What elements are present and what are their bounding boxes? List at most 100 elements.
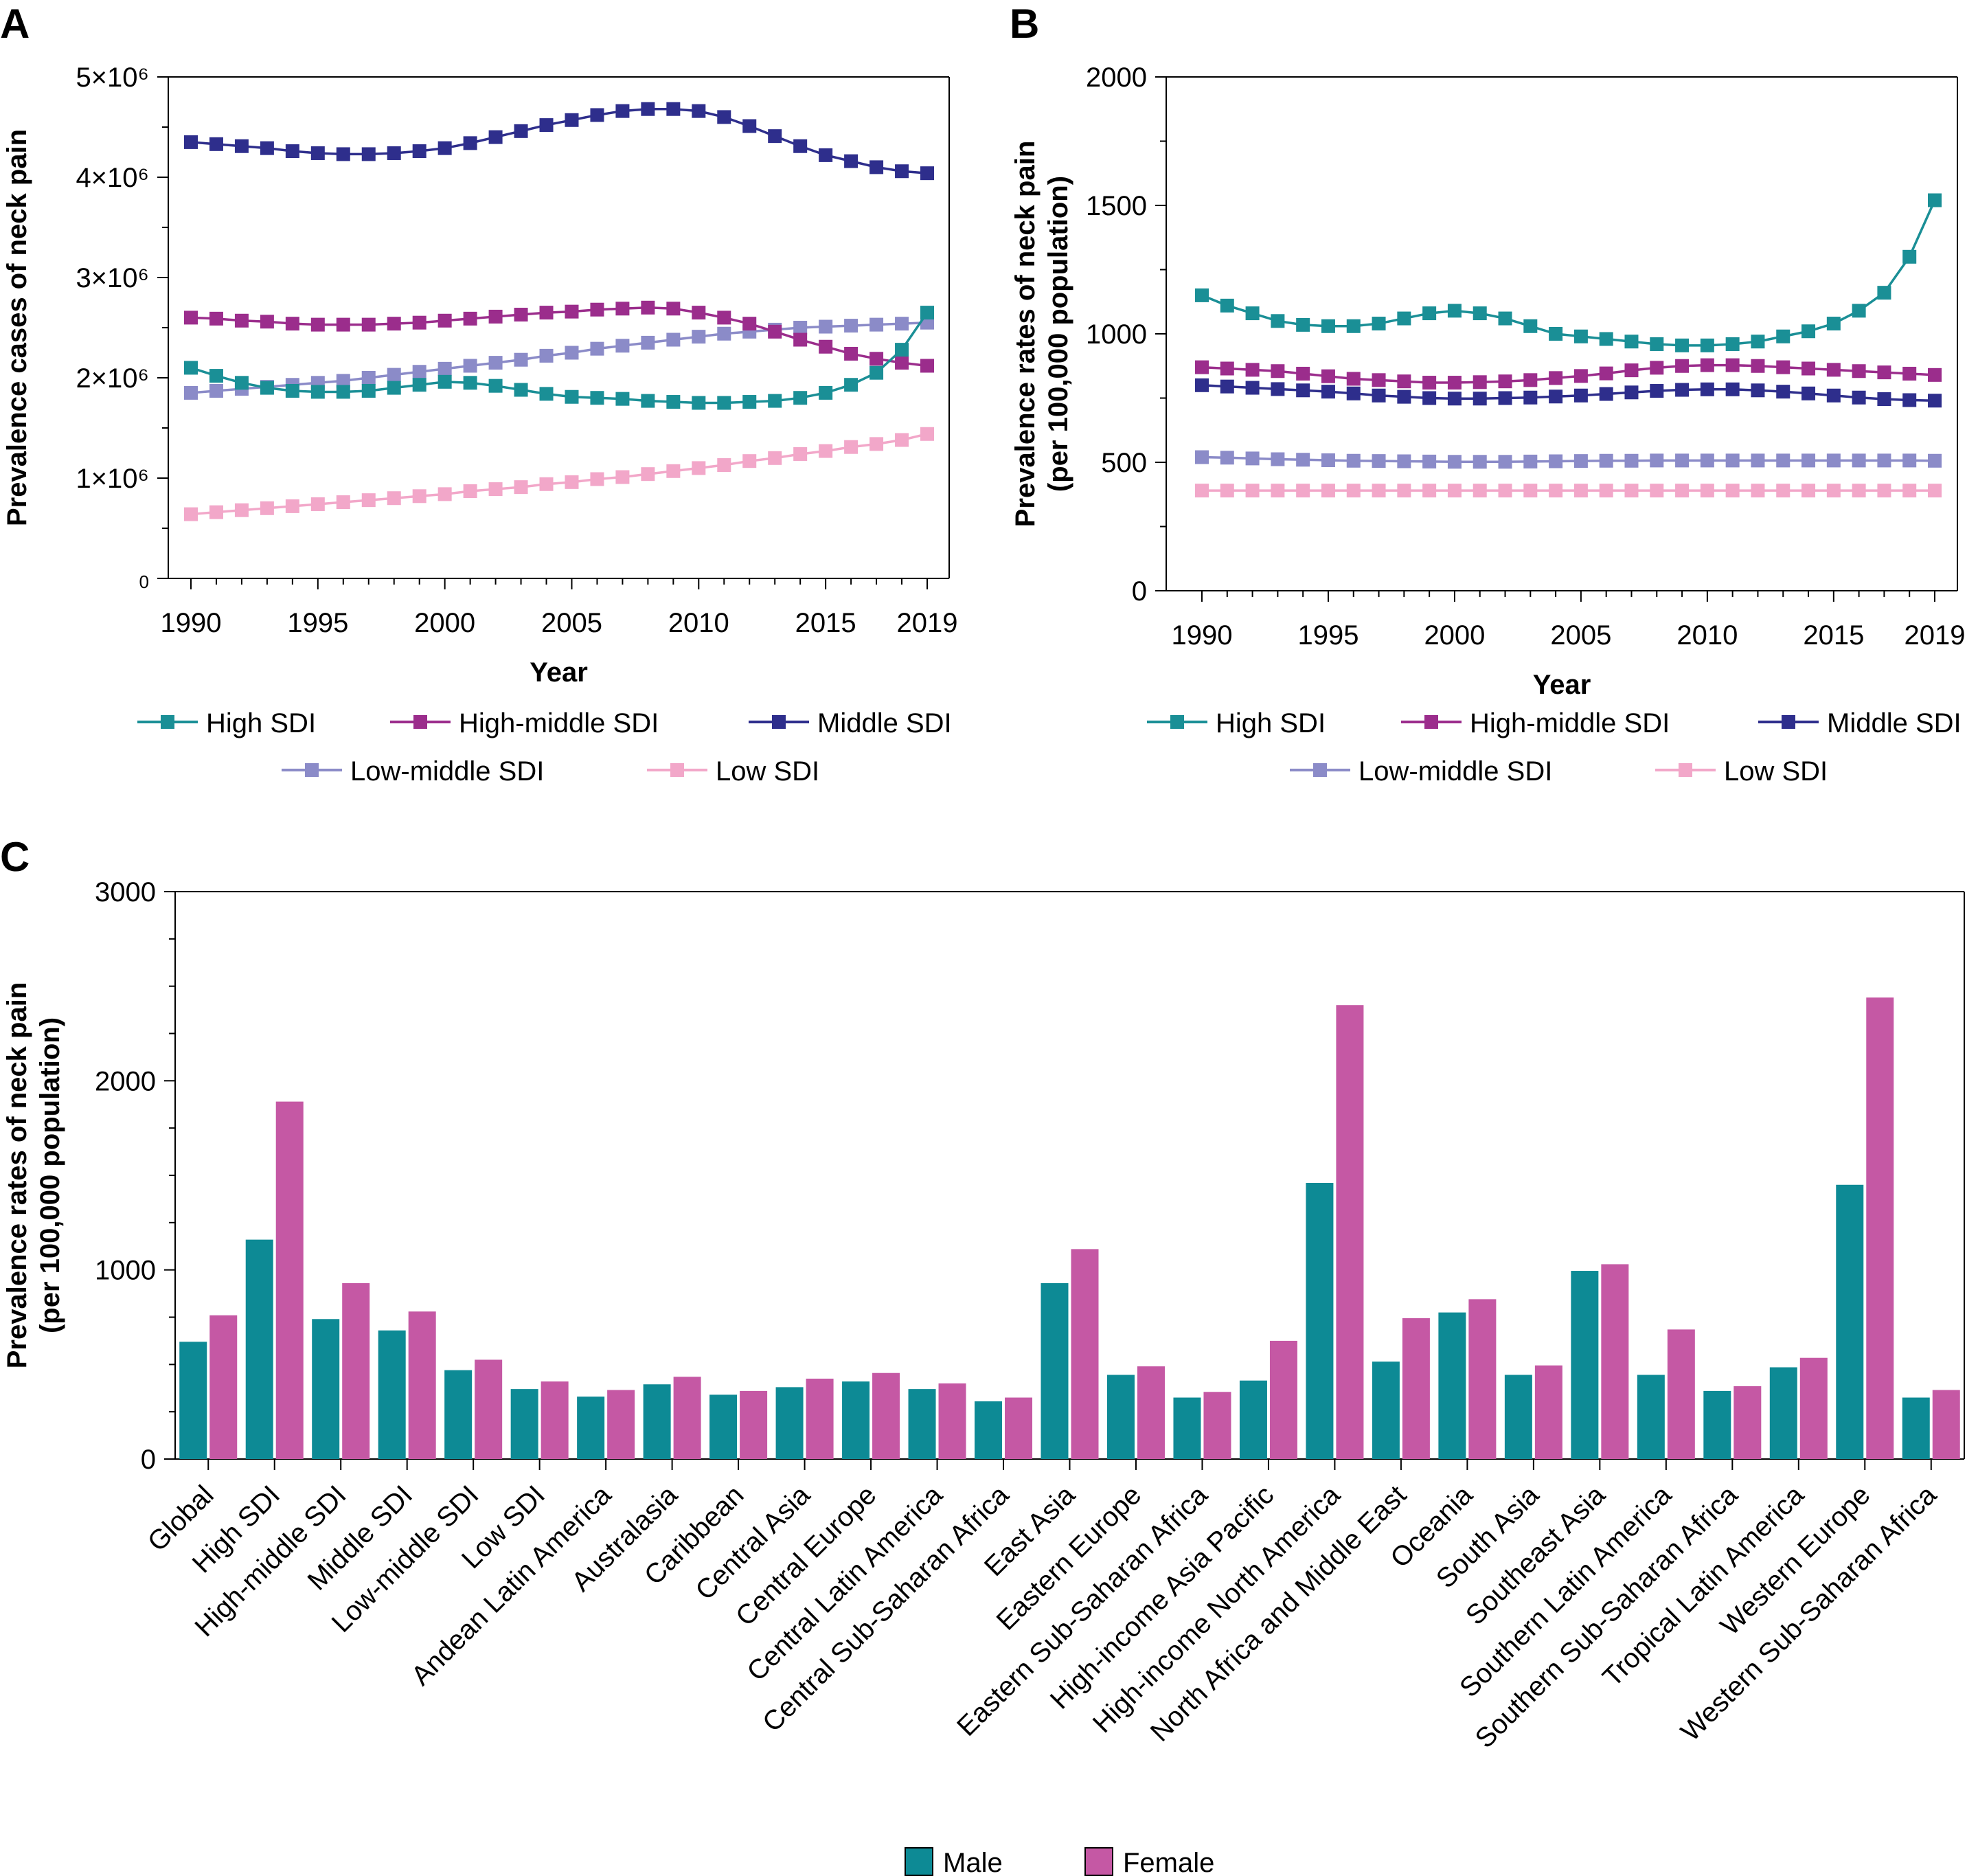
bar-male	[1504, 1375, 1532, 1459]
data-point	[1296, 484, 1310, 498]
legend-swatch-marker	[1782, 715, 1795, 729]
data-point	[1498, 455, 1512, 469]
data-point	[285, 144, 299, 159]
legend-swatch	[1084, 1847, 1113, 1876]
data-point	[895, 317, 909, 331]
data-point	[1700, 484, 1714, 498]
data-point	[1296, 383, 1310, 398]
y-tick-label: 0	[139, 572, 149, 592]
data-point	[488, 356, 503, 370]
data-point	[1220, 298, 1234, 313]
data-point	[895, 356, 909, 370]
data-point	[488, 482, 503, 497]
data-point	[488, 309, 503, 324]
series-middle-sdi	[1195, 378, 1942, 408]
bar-female	[872, 1372, 900, 1459]
data-point	[1801, 484, 1816, 498]
data-point	[1902, 453, 1917, 468]
data-point	[1549, 389, 1563, 404]
y-tick-label: 1000	[95, 1256, 156, 1286]
data-point	[1700, 382, 1714, 396]
legend-item: High SDI	[137, 708, 316, 738]
data-point	[1826, 317, 1841, 331]
series-line	[1201, 384, 1935, 402]
data-point	[1271, 484, 1285, 498]
data-point	[260, 501, 274, 515]
data-point	[1624, 453, 1639, 468]
data-point	[1321, 319, 1335, 333]
data-point	[1776, 385, 1791, 399]
data-point	[869, 365, 884, 380]
data-point	[768, 129, 782, 144]
data-point	[1624, 385, 1639, 400]
y-axis-title: Prevalence cases of neck pain	[2, 129, 32, 526]
data-point	[1473, 306, 1487, 321]
bar-male	[1902, 1397, 1930, 1459]
data-point	[437, 141, 452, 155]
data-point	[615, 339, 630, 353]
data-point	[463, 376, 477, 390]
data-point	[1321, 385, 1335, 399]
data-point	[1826, 484, 1841, 498]
data-point	[1372, 454, 1386, 468]
data-point	[1271, 382, 1285, 396]
data-point	[1346, 453, 1361, 468]
data-point	[1422, 376, 1437, 390]
data-point	[1195, 484, 1209, 498]
data-point	[666, 395, 681, 409]
data-point	[869, 352, 884, 366]
data-point	[260, 381, 274, 395]
bar-female	[1799, 1357, 1828, 1459]
bar-male	[1769, 1367, 1797, 1459]
legend-label: Female	[1123, 1848, 1214, 1876]
data-point	[565, 389, 579, 404]
data-point	[615, 470, 630, 484]
bar-female	[607, 1390, 635, 1459]
bar-female	[1071, 1249, 1099, 1459]
data-point	[666, 302, 681, 316]
bar-female	[1269, 1340, 1297, 1459]
data-point	[1573, 484, 1588, 498]
bar-female	[1402, 1318, 1430, 1459]
data-point	[1523, 319, 1538, 333]
data-point	[1650, 484, 1664, 498]
data-point	[1700, 358, 1714, 372]
bar-male	[1637, 1375, 1665, 1459]
data-point	[387, 381, 401, 395]
data-point	[1675, 484, 1690, 498]
data-point	[1751, 453, 1765, 468]
x-tick-label: 2005	[1550, 620, 1611, 651]
data-point	[336, 317, 350, 332]
legend-swatch	[905, 1847, 933, 1876]
data-point	[1650, 337, 1664, 351]
data-point	[1422, 484, 1437, 498]
data-point	[1776, 453, 1791, 468]
legend-item: Low SDI	[647, 756, 819, 787]
x-tick-label: 2005	[541, 608, 602, 638]
series-high-middle-sdi	[1195, 358, 1942, 390]
data-point	[1902, 393, 1917, 407]
data-point	[1549, 484, 1563, 498]
legend-item: Female	[1084, 1847, 1214, 1876]
data-point	[1725, 382, 1740, 396]
data-point	[565, 475, 579, 489]
data-point	[1245, 363, 1260, 377]
legend-item: High SDI	[1147, 708, 1326, 738]
data-point	[209, 137, 223, 151]
bar-female	[475, 1359, 503, 1459]
data-point	[1296, 453, 1310, 467]
legend-label: Low SDI	[716, 756, 819, 787]
data-point	[793, 447, 808, 461]
data-point	[184, 135, 198, 149]
data-point	[412, 489, 427, 504]
data-point	[615, 104, 630, 118]
bar-female	[541, 1381, 569, 1459]
x-axis-title: Year	[1533, 670, 1591, 700]
data-point	[1725, 453, 1740, 468]
data-point	[234, 376, 249, 390]
data-point	[692, 330, 706, 344]
panel-a: A 0 1×10⁶ 2×10⁶ 3×10⁶ 4×10⁶ 5×10⁶ 1990 1995 2000 2…	[0, 1, 957, 787]
data-point	[1271, 452, 1285, 466]
data-point	[412, 315, 427, 330]
data-point	[1321, 369, 1335, 383]
